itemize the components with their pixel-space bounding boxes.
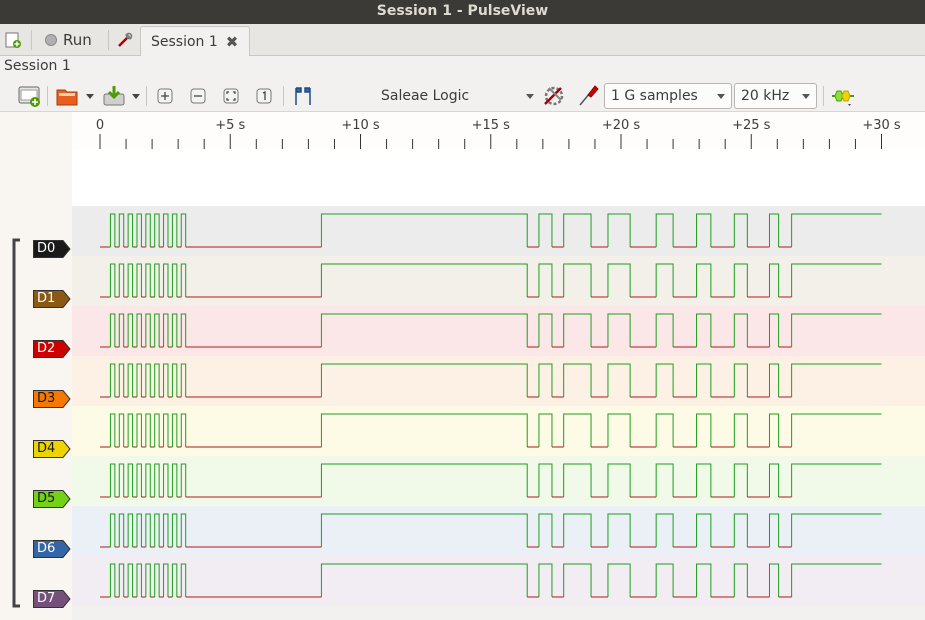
session-label: Session 1 — [4, 58, 71, 74]
save-download-icon — [102, 85, 128, 107]
trace-header-area — [72, 150, 925, 206]
waveform-d3 — [100, 364, 882, 397]
cursor-toggle-button[interactable] — [291, 84, 317, 108]
settings-tools-button[interactable] — [116, 27, 134, 53]
separator — [31, 30, 32, 50]
chevron-down-icon — [526, 94, 534, 99]
zoom-one-to-one-icon — [255, 87, 273, 105]
separator — [823, 86, 824, 106]
run-label: Run — [63, 31, 92, 49]
waveform-d0 — [100, 214, 882, 247]
waveform-d5 — [100, 464, 882, 497]
run-circle-icon — [44, 33, 58, 47]
waveform-d2 — [100, 314, 882, 347]
separator — [146, 86, 147, 106]
channel-label-d0[interactable]: D0 — [33, 240, 55, 258]
zoom-fit-button[interactable] — [220, 84, 242, 108]
new-session-icon — [4, 31, 22, 49]
chevron-down-icon — [86, 94, 94, 99]
cursors-icon — [292, 85, 316, 107]
zoom-out-icon — [189, 87, 207, 105]
channel-label-d2[interactable]: D2 — [33, 340, 55, 358]
open-file-button[interactable] — [55, 84, 95, 108]
ruler-tick-label: +5 s — [215, 118, 245, 133]
protocol-decoder-icon — [830, 85, 856, 107]
add-decoder-button[interactable] — [830, 84, 856, 108]
channel-name: D5 — [37, 491, 55, 506]
device-name: Saleae Logic — [381, 88, 469, 104]
tab-bar: Run Session 1 ✖ — [0, 24, 925, 56]
time-ruler[interactable]: 0 +5 s +10 s +15 s +20 s +25 s +30 s — [72, 112, 925, 150]
sample-count-select[interactable]: 1 G samples — [604, 83, 732, 109]
samplerate-value: 20 kHz — [741, 88, 789, 104]
channel-name: D4 — [37, 441, 55, 456]
new-session-button[interactable] — [4, 27, 22, 53]
zoom-in-icon — [156, 87, 174, 105]
main-toolbar: Saleae Logic 1 G samples 20 kHz — [0, 80, 925, 112]
window-title: Session 1 - PulseView — [377, 3, 548, 19]
channel-name: D7 — [37, 591, 55, 606]
channel-label-d3[interactable]: D3 — [33, 390, 55, 408]
separator — [108, 30, 109, 50]
samplerate-select[interactable]: 20 kHz — [734, 83, 817, 109]
zoom-original-button[interactable] — [253, 84, 275, 108]
zoom-fit-icon — [222, 87, 240, 105]
channel-name: D2 — [37, 341, 55, 356]
window-titlebar: Session 1 - PulseView — [0, 0, 925, 24]
probe-config-button[interactable] — [576, 84, 600, 108]
close-tab-icon[interactable]: ✖ — [226, 33, 239, 51]
ruler-tick-label: +10 s — [341, 118, 379, 133]
zoom-out-button[interactable] — [187, 84, 209, 108]
chevron-down-icon — [132, 94, 140, 99]
add-device-button[interactable] — [16, 84, 42, 108]
add-device-icon — [17, 84, 41, 108]
channel-name: D6 — [37, 541, 55, 556]
ruler-tick-label: 0 — [96, 118, 104, 133]
sample-count-value: 1 G samples — [611, 88, 698, 104]
save-file-button[interactable] — [101, 84, 141, 108]
ruler-tick-label: +20 s — [602, 118, 640, 133]
separator — [283, 86, 284, 106]
channel-name: D0 — [37, 241, 55, 256]
tools-icon — [116, 31, 134, 49]
tab-session-1[interactable]: Session 1 ✖ — [140, 26, 250, 56]
waveform-d1 — [100, 264, 882, 297]
waveform-d7 — [100, 564, 882, 597]
device-selector[interactable]: Saleae Logic — [368, 83, 540, 109]
probe-icon — [577, 84, 599, 108]
ruler-tick-label: +15 s — [472, 118, 510, 133]
channel-name: D3 — [37, 391, 55, 406]
channel-label-d4[interactable]: D4 — [33, 440, 55, 458]
device-config-button[interactable] — [541, 84, 567, 108]
zoom-in-button[interactable] — [154, 84, 176, 108]
waveform-d6 — [100, 514, 882, 547]
channel-label-d1[interactable]: D1 — [33, 290, 55, 308]
ruler-tick-label: +25 s — [732, 118, 770, 133]
channel-label-d7[interactable]: D7 — [33, 590, 55, 608]
folder-open-icon — [56, 85, 82, 107]
chevron-down-icon — [802, 94, 810, 99]
run-button[interactable]: Run — [44, 27, 92, 53]
ruler-tick-label: +30 s — [862, 118, 900, 133]
channel-label-d5[interactable]: D5 — [33, 490, 55, 508]
channel-label-d6[interactable]: D6 — [33, 540, 55, 558]
separator — [47, 86, 48, 106]
configure-tools-icon — [541, 84, 567, 108]
session-tab-label: Session 1 — [151, 34, 218, 50]
waveform-d4 — [100, 414, 882, 447]
channel-name: D1 — [37, 291, 55, 306]
logic-traces-view[interactable] — [72, 206, 925, 612]
chevron-down-icon — [717, 94, 725, 99]
